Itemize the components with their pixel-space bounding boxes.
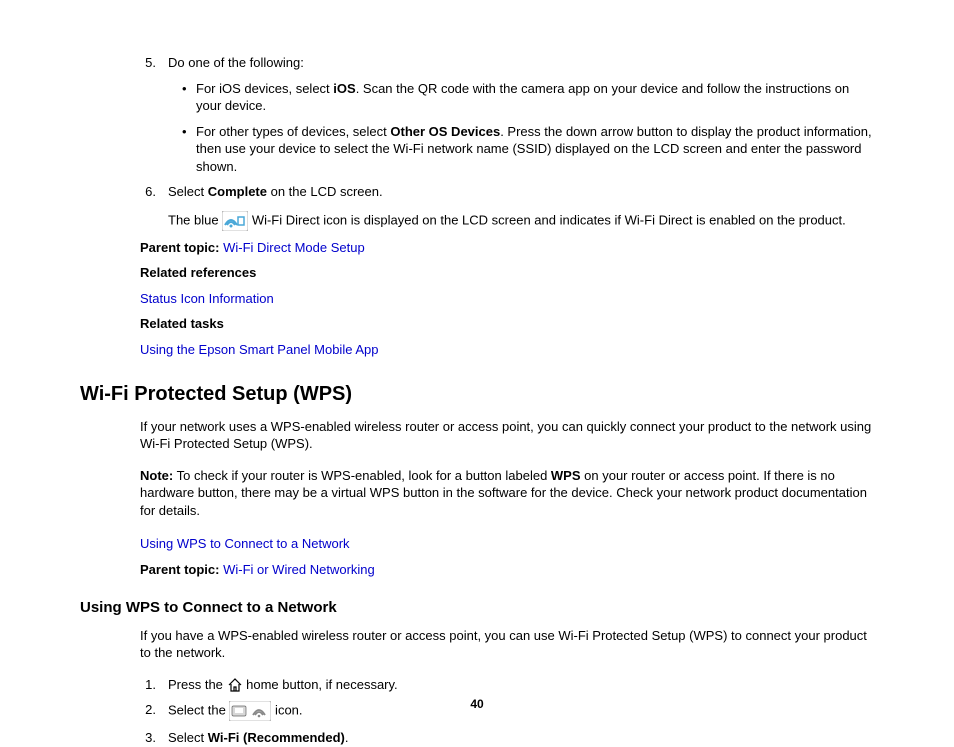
related-tasks-label: Related tasks [140, 315, 874, 333]
step-6: 6. Select Complete on the LCD screen. Th… [140, 183, 874, 231]
page-number: 40 [0, 696, 954, 712]
wps-sub-link[interactable]: Using WPS to Connect to a Network [140, 536, 350, 551]
wifi-direct-icon [222, 211, 248, 231]
step-sub-paragraph: The blue Wi-Fi Direct icon is displayed … [168, 211, 874, 231]
subsection-heading-using-wps: Using WPS to Connect to a Network [80, 598, 874, 618]
step-number: 3. [140, 729, 168, 747]
step-5: 5. Do one of the following: • For iOS de… [140, 54, 874, 175]
related-references-label: Related references [140, 264, 874, 282]
step-3: 3. Select Wi-Fi (Recommended). [140, 729, 874, 747]
step-text: Do one of the following: [168, 55, 304, 70]
parent-topic-link[interactable]: Wi-Fi Direct Mode Setup [223, 240, 365, 255]
step-number: 1. [140, 676, 168, 694]
bullet-item: • For other types of devices, select Oth… [182, 123, 874, 176]
wps-note: Note: To check if your router is WPS-ena… [140, 467, 874, 520]
parent-topic: Parent topic: Wi-Fi Direct Mode Setup [140, 239, 874, 257]
using-wps-intro: If you have a WPS-enabled wireless route… [140, 627, 874, 662]
parent-topic: Parent topic: Wi-Fi or Wired Networking [140, 561, 874, 579]
related-task-link[interactable]: Using the Epson Smart Panel Mobile App [140, 342, 378, 357]
related-reference-link[interactable]: Status Icon Information [140, 291, 274, 306]
parent-topic-link[interactable]: Wi-Fi or Wired Networking [223, 562, 375, 577]
step-number: 6. [140, 183, 168, 231]
step-1: 1. Press the home button, if necessary. [140, 676, 874, 694]
step-number: 5. [140, 54, 168, 175]
wps-intro: If your network uses a WPS-enabled wirel… [140, 418, 874, 453]
bullet-item: • For iOS devices, select iOS. Scan the … [182, 80, 874, 115]
home-icon [227, 678, 243, 692]
section-heading-wps: Wi-Fi Protected Setup (WPS) [80, 381, 874, 408]
